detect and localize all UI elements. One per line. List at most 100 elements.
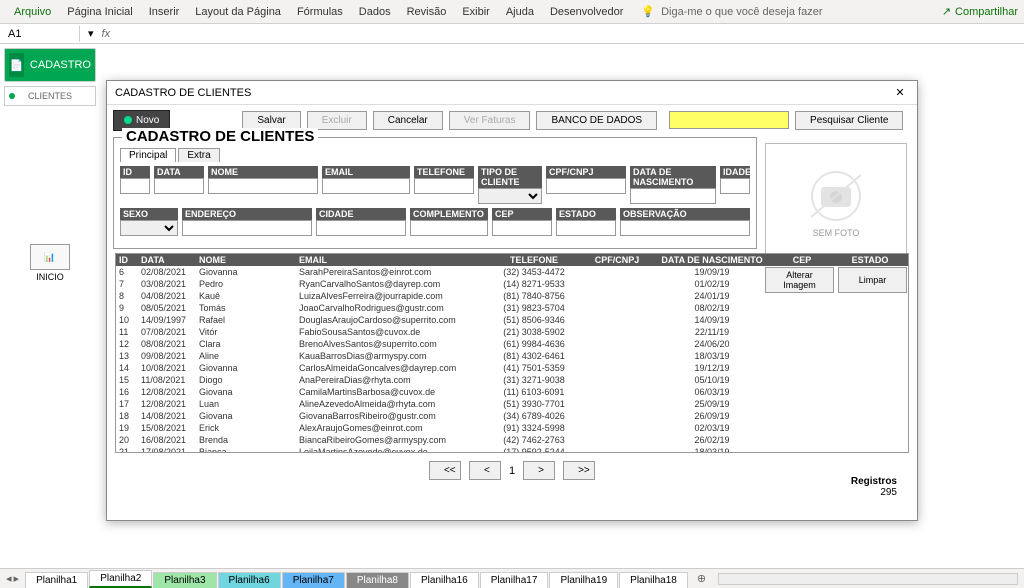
field-input[interactable] (120, 178, 150, 194)
tab-principal[interactable]: Principal (120, 148, 176, 162)
sheet-tab[interactable]: Planilha6 (218, 572, 281, 588)
table-row[interactable]: 1107/08/2021VitórFabioSousaSantos@cuvox.… (116, 326, 908, 338)
table-row[interactable]: 1309/08/2021AlineKauaBarrosDias@armyspy.… (116, 350, 908, 362)
table-row[interactable]: 602/08/2021GiovannaSarahPereiraSantos@ei… (116, 266, 908, 278)
sheet-tab[interactable]: Planilha16 (410, 572, 479, 588)
ribbon-item[interactable]: Desenvolvedor (542, 2, 631, 22)
sheet-tab[interactable]: Planilha1 (25, 572, 88, 588)
add-sheet-button[interactable]: ⊕ (689, 570, 714, 587)
field-input[interactable] (182, 220, 312, 236)
sheet-nav[interactable]: ◂▸ (0, 572, 25, 585)
cell: 22/11/19 (652, 326, 772, 338)
salvar-button[interactable]: Salvar (242, 111, 300, 130)
sheet-tab[interactable]: Planilha8 (346, 572, 409, 588)
cell: 15 (116, 374, 138, 386)
field-input[interactable] (556, 220, 616, 236)
banco-button[interactable]: BANCO DE DADOS (536, 111, 657, 130)
table-row[interactable]: 703/08/2021PedroRyanCarvalhoSantos@dayre… (116, 278, 908, 290)
field-input[interactable] (720, 178, 750, 194)
cell: (51) 8506-9346 (486, 314, 582, 326)
cell (832, 422, 908, 434)
table-row[interactable]: 804/08/2021KauêLuizaAlvesFerreira@jourra… (116, 290, 908, 302)
ribbon-item[interactable]: Dados (351, 2, 399, 22)
inicio-button[interactable]: 📊 INICIO (30, 244, 70, 282)
ribbon-item[interactable]: Exibir (454, 2, 498, 22)
page-first[interactable]: << (429, 461, 461, 480)
fx-icon[interactable]: fx (102, 28, 111, 40)
table-row[interactable]: 2117/08/2021BiancaLeilaMartinsAzevedo@cu… (116, 446, 908, 453)
field-input[interactable] (316, 220, 406, 236)
field-input[interactable] (410, 220, 488, 236)
table-row[interactable]: 1712/08/2021LuanAlineAzevedoAlmeida@rhyt… (116, 398, 908, 410)
sheet-tabs-bar: ◂▸ Planilha1Planilha2Planilha3Planilha6P… (0, 568, 1024, 588)
tab-extra[interactable]: Extra (178, 148, 219, 162)
page-last[interactable]: >> (563, 461, 595, 480)
close-icon[interactable]: ✕ (891, 86, 909, 99)
chevron-left-icon[interactable]: ◂ (6, 572, 12, 585)
field-input[interactable] (478, 188, 542, 204)
sidebar-cadastro[interactable]: 📄 CADASTRO (4, 48, 96, 82)
field-input[interactable] (546, 178, 626, 194)
table-row[interactable]: 1410/08/2021GiovannaCarlosAlmeidaGoncalv… (116, 362, 908, 374)
table-row[interactable]: 1814/08/2021GiovanaGiovanaBarrosRibeiro@… (116, 410, 908, 422)
field-input[interactable] (322, 178, 410, 194)
field-input[interactable] (414, 178, 474, 194)
cell (582, 278, 652, 290)
cell: 02/03/19 (652, 422, 772, 434)
ribbon-item[interactable]: Ajuda (498, 2, 542, 22)
horizontal-scrollbar[interactable] (718, 573, 1018, 585)
table-row[interactable]: 908/05/2021TomásJoaoCarvalhoRodrigues@gu… (116, 302, 908, 314)
data-grid[interactable]: ID DATA NOME EMAIL TELEFONE CPF/CNPJ DAT… (115, 253, 909, 453)
field-cpf/cnpj: CPF/CNPJ (546, 166, 626, 204)
page-next[interactable]: > (523, 461, 555, 480)
ribbon-item[interactable]: Layout da Página (187, 2, 289, 22)
tell-me[interactable]: 💡Diga-me o que você deseja fazer (641, 5, 822, 18)
cell: KauaBarrosDias@armyspy.com (296, 350, 486, 362)
field-input[interactable] (208, 178, 318, 194)
ribbon-item[interactable]: Fórmulas (289, 2, 351, 22)
cancelar-button[interactable]: Cancelar (373, 111, 443, 130)
field-label: DATA DE NASCIMENTO (630, 166, 716, 188)
field-idade: IDADE (720, 166, 750, 204)
table-row[interactable]: 1612/08/2021GiovanaCamilaMartinsBarbosa@… (116, 386, 908, 398)
cell (582, 350, 652, 362)
search-input[interactable] (669, 111, 789, 129)
sidebar-clientes[interactable]: CLIENTES (4, 86, 96, 106)
cell: (41) 7501-5359 (486, 362, 582, 374)
field-input[interactable] (120, 220, 178, 236)
sheet-tab[interactable]: Planilha7 (282, 572, 345, 588)
ribbon-arquivo[interactable]: Arquivo (6, 2, 59, 22)
share-button[interactable]: ↗Compartilhar (942, 5, 1018, 18)
cell: 03/08/2021 (138, 278, 196, 290)
ribbon-item[interactable]: Página Inicial (59, 2, 140, 22)
field-input[interactable] (154, 178, 204, 194)
page-prev[interactable]: < (469, 461, 501, 480)
pesquisar-button[interactable]: Pesquisar Cliente (795, 111, 903, 130)
record-count: Registros 295 (851, 476, 897, 498)
sheet-tab[interactable]: Planilha2 (89, 570, 152, 588)
chevron-right-icon[interactable]: ▸ (14, 572, 20, 585)
table-row[interactable]: 2016/08/2021BrendaBiancaRibeiroGomes@arm… (116, 434, 908, 446)
sheet-tab[interactable]: Planilha19 (549, 572, 618, 588)
table-row[interactable]: 1915/08/2021ErickAlexAraujoGomes@einrot.… (116, 422, 908, 434)
field-input[interactable] (620, 220, 750, 236)
cell: 13 (116, 350, 138, 362)
table-row[interactable]: 1511/08/2021DiogoAnaPereiraDias@rhyta.co… (116, 374, 908, 386)
sheet-tab[interactable]: Planilha3 (153, 572, 216, 588)
table-row[interactable]: 1014/09/1997RafaelDouglasAraujoCardoso@s… (116, 314, 908, 326)
dropdown-icon[interactable]: ▾ (88, 27, 94, 40)
cell (772, 446, 832, 453)
ribbon-item[interactable]: Revisão (399, 2, 455, 22)
name-box[interactable]: A1 (0, 26, 80, 42)
ribbon-item[interactable]: Inserir (141, 2, 188, 22)
table-row[interactable]: 1208/08/2021ClaraBrenoAlvesSantos@superr… (116, 338, 908, 350)
field-input[interactable] (630, 188, 716, 204)
sheet-tab[interactable]: Planilha17 (480, 572, 549, 588)
field-input[interactable] (492, 220, 552, 236)
cell (832, 398, 908, 410)
verfaturas-button[interactable]: Ver Faturas (449, 111, 531, 130)
cell: 01/02/19 (652, 278, 772, 290)
sheet-tab[interactable]: Planilha18 (619, 572, 688, 588)
excluir-button[interactable]: Excluir (307, 111, 367, 130)
cell: Rafael (196, 314, 296, 326)
